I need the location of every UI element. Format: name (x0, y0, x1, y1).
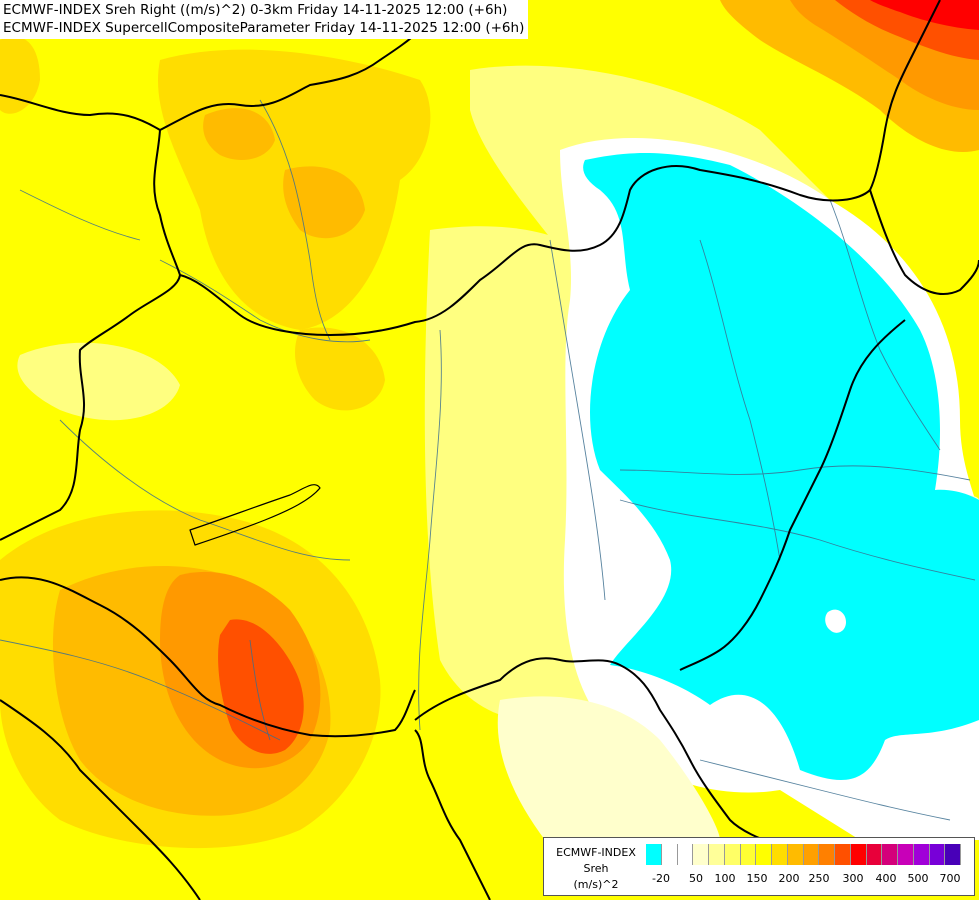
field-amber-north-2 (283, 166, 365, 239)
legend-swatch-white-2 (677, 844, 694, 865)
border-west (0, 274, 181, 541)
legend-swatch-amber (787, 844, 804, 865)
legend-tick-label: 50 (689, 872, 703, 885)
legend-swatch-yellow-2 (740, 844, 757, 865)
legend-color-bar (646, 844, 961, 866)
legend-swatch-crimson (866, 844, 883, 865)
river-9 (259, 99, 331, 341)
river-7 (699, 239, 781, 561)
legend-tick-label: 100 (714, 872, 736, 885)
river-5 (619, 465, 971, 481)
field-cream-south (497, 696, 720, 840)
legend-swatch-magenta-red (882, 844, 898, 865)
border-north (0, 94, 871, 336)
border-east-edge (869, 0, 941, 191)
legend-tick-labels: -20 50 100 150 200 250 300 400 500 700 (646, 872, 966, 888)
legend-tick-label: 300 (842, 872, 864, 885)
border-lake (189, 484, 321, 546)
river-3 (418, 329, 442, 731)
legend-swatch-light-yellow (709, 844, 725, 865)
legend-title: ECMWF-INDEX (556, 846, 636, 859)
legend-swatch-white-1 (661, 844, 678, 865)
legend-title-block: ECMWF-INDEX Sreh (m/s)^2 (548, 845, 644, 893)
legend-tick-label: 400 (875, 872, 897, 885)
field-contours (0, 0, 979, 849)
border-romania-west (869, 189, 979, 295)
river-11 (249, 639, 271, 741)
river-4 (549, 239, 606, 601)
field-red-northeast (870, 0, 979, 30)
river-12 (19, 189, 141, 241)
field-cyan-negative (583, 153, 979, 780)
border-southwest (0, 576, 416, 738)
legend-tick-label: -20 (652, 872, 670, 885)
field-white-hole (825, 609, 846, 633)
field-pale-yellow-west (17, 342, 181, 421)
legend-swatch-yellow-1 (724, 844, 741, 865)
river-10 (699, 759, 951, 821)
map-header: ECMWF-INDEX Sreh Right ((m/s)^2) 0-3km F… (0, 0, 529, 39)
legend-swatch-purple-1 (913, 844, 930, 865)
border-southeast (0, 699, 201, 900)
field-gold-northwest (0, 36, 40, 114)
legend-swatch-yellow-3 (756, 844, 772, 865)
legend-swatch-purple-2 (929, 844, 946, 865)
legend-variable: Sreh (583, 862, 609, 875)
legend-swatch-red (850, 844, 867, 865)
legend-swatch-orange-1 (803, 844, 820, 865)
river-6 (619, 499, 976, 581)
field-pale-yellow-central (424, 226, 600, 721)
legend-swatch-gold (772, 844, 788, 865)
river-1 (159, 259, 371, 343)
field-amber-north (203, 108, 275, 160)
legend-swatch-orange-2 (819, 844, 835, 865)
border-romania-inner (679, 319, 906, 671)
legend-tick-label: 700 (939, 872, 961, 885)
rivers (0, 99, 976, 821)
legend-tick-label: 250 (808, 872, 830, 885)
legend-unit: (m/s)^2 (573, 878, 619, 891)
legend-swatch-magenta (898, 844, 914, 865)
legend-swatch-orange-red (835, 844, 851, 865)
legend-swatch-cyan (646, 844, 662, 865)
header-line-2: ECMWF-INDEX SupercellCompositeParameter … (3, 20, 525, 36)
legend-swatch-indigo (945, 844, 961, 865)
legend-tick-label: 150 (746, 872, 768, 885)
legend-swatch-cream (693, 844, 709, 865)
legend: ECMWF-INDEX Sreh (m/s)^2 -20 50 100 150 200 2… (543, 837, 975, 896)
field-gold-central (295, 327, 385, 411)
header-line-1: ECMWF-INDEX Sreh Right ((m/s)^2) 0-3km F… (3, 2, 508, 18)
border-north-2 (159, 29, 421, 131)
legend-tick-label: 500 (907, 872, 929, 885)
border-hungary-south (414, 657, 781, 846)
river-8 (0, 639, 281, 741)
river-13 (829, 199, 941, 451)
legend-tick-label: 200 (778, 872, 800, 885)
river-2 (59, 419, 351, 561)
border-south (414, 729, 491, 900)
